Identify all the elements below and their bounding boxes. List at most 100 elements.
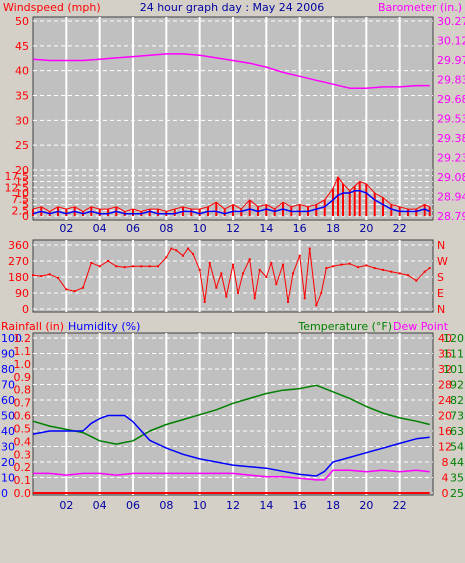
direction-point	[40, 275, 43, 278]
wind-x-tick-label: 18	[326, 222, 340, 235]
direction-point	[208, 261, 211, 264]
dewpoint-tick-label: 24	[438, 394, 452, 407]
windspeed-tick-label: 35	[15, 90, 29, 103]
temperature-tick-label: 73	[450, 410, 464, 423]
direction-point	[308, 247, 311, 250]
windspeed-tick-label: 2.5	[12, 204, 30, 217]
direction-degree-tick-label: 180	[8, 271, 29, 284]
humidity-temperature-series	[32, 384, 430, 494]
direction-point	[48, 273, 51, 276]
barometer-tick-label: 28.79	[437, 210, 465, 223]
direction-panel-grid	[33, 240, 433, 312]
direction-degree-tick-label: 0	[22, 303, 29, 316]
direction-compass-tick-label: E	[437, 287, 444, 300]
barometer-tick-label: 29.08	[437, 171, 465, 184]
direction-point	[407, 274, 409, 277]
direction-point	[148, 265, 151, 268]
direction-point	[32, 274, 34, 277]
direction-point	[73, 290, 76, 293]
rainfall-tick-label: 0.9	[14, 371, 32, 384]
wind-panel-grid	[33, 17, 433, 220]
humidity-x-tick-label: 10	[193, 499, 207, 512]
direction-point	[373, 267, 376, 270]
direction-degree-axis: 0 90 180 270 360	[8, 239, 29, 316]
direction-point	[57, 276, 59, 279]
dewpoint-tick-label: 20	[438, 410, 452, 423]
wind-x-tick-label: 12	[226, 222, 240, 235]
humidity-x-tick-label: 06	[126, 499, 140, 512]
direction-point	[220, 272, 223, 275]
humidity-x-tick-label: 12	[226, 499, 240, 512]
windspeed-tick-label: 10	[15, 187, 29, 200]
windspeed-axis-label: Windspeed (mph)	[3, 1, 101, 14]
windspeed-tick-label: 50	[15, 15, 29, 28]
direction-degree-tick-label: 270	[8, 255, 29, 268]
rainfall-tick-label: 0.1	[14, 474, 32, 487]
rainfall-tick-label: 0.4	[14, 435, 32, 448]
humidity-tick-label: 50	[1, 410, 15, 423]
humidity-x-tick-label: 02	[59, 499, 73, 512]
direction-point	[115, 265, 118, 268]
windspeed-tick-label: 15	[15, 176, 29, 189]
humidity-tick-label: 40	[1, 425, 15, 438]
humidity-x-tick-label: 04	[93, 499, 107, 512]
temperature-tick-label: 35	[450, 472, 464, 485]
barometer-tick-label: 29.23	[437, 152, 465, 165]
direction-compass-tick-label: N	[437, 303, 445, 316]
direction-point	[187, 247, 189, 250]
barometer-tick-label: 30.12	[437, 35, 465, 48]
direction-point	[157, 265, 159, 268]
direction-point	[390, 270, 393, 273]
temperature-line	[32, 384, 430, 445]
temperature-tick-label: 82	[450, 394, 464, 407]
gust-line	[32, 176, 430, 212]
rainfall-tick-label: 0.6	[14, 410, 32, 423]
humidity-x-tick-label: 18	[326, 499, 340, 512]
direction-point	[132, 265, 134, 268]
barometer-tick-label: 29.83	[437, 74, 465, 87]
windspeed-tick-label: 25	[15, 139, 29, 152]
wind-x-tick-label: 06	[126, 222, 140, 235]
temperature-tick-label: 25	[450, 487, 464, 500]
direction-point	[237, 292, 239, 294]
dewpoint-tick-label: 40	[438, 332, 452, 345]
direction-point	[275, 283, 278, 286]
rainfall-axis-label: Rainfall (in)	[1, 320, 64, 333]
rainfall-tick-label: 0.3	[14, 448, 32, 461]
direction-point	[298, 254, 301, 257]
direction-point	[123, 266, 126, 269]
temperature-tick-label: 120	[443, 332, 464, 345]
direction-point	[107, 260, 109, 262]
rainfall-tick-label: 1.1	[14, 345, 32, 358]
direction-point	[90, 261, 93, 264]
humidity-x-tick-label: 08	[159, 499, 173, 512]
humidity-temperature-x-axis: 02 04 06 08 10 12 14 16 18 20 22	[59, 499, 406, 512]
rainfall-tick-label: 0.5	[14, 422, 32, 435]
humidity-tick-label: 70	[1, 379, 15, 392]
direction-point	[270, 261, 273, 264]
windspeed-tick-label: 5	[22, 199, 29, 212]
direction-point	[382, 268, 384, 271]
windspeed-tick-label: 7.5	[12, 193, 30, 206]
barometer-axis-label: Barometer (in.)	[378, 1, 462, 14]
dewpoint-tick-label: 28	[438, 379, 452, 392]
wind-x-tick-label: 16	[293, 222, 307, 235]
direction-panel-series	[32, 247, 431, 307]
dewpoint-tick-label: 0	[442, 487, 449, 500]
direction-point	[365, 264, 368, 267]
windspeed-tick-label: 12.5	[5, 181, 30, 194]
humidity-x-tick-label: 20	[359, 499, 373, 512]
direction-point	[175, 249, 178, 252]
temperature-tick-label: 101	[443, 363, 464, 376]
humidity-axis-label: Humidity (%)	[68, 320, 140, 333]
direction-point	[282, 263, 284, 266]
direction-point	[232, 263, 234, 266]
direction-point	[248, 258, 251, 261]
barometer-line	[32, 53, 430, 89]
humidity-tick-label: 100	[1, 332, 22, 345]
direction-point	[225, 295, 228, 298]
direction-point	[320, 292, 323, 294]
dewpoint-axis-label: Dew Point	[393, 320, 449, 333]
